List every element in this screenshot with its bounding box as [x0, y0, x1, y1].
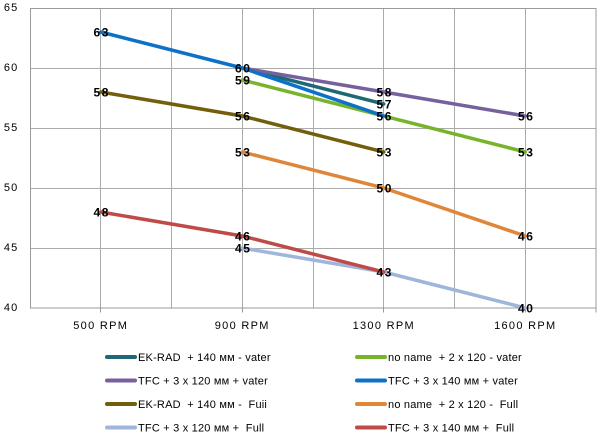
svg-text:50: 50	[376, 182, 393, 196]
svg-text:56: 56	[376, 110, 393, 124]
svg-text:60: 60	[235, 62, 252, 76]
svg-text:53: 53	[376, 146, 393, 160]
svg-text:EK-RAD + 140 мм - Fuii: EK-RAD + 140 мм - Fuii	[138, 399, 267, 411]
svg-text:TFC + 3 x 140 мм + Full: TFC + 3 x 140 мм + Full	[388, 423, 514, 435]
svg-text:no name + 2 x 120 - Full: no name + 2 x 120 - Full	[388, 399, 518, 411]
svg-text:60: 60	[4, 62, 19, 74]
svg-text:TFC + 3 x 120 мм + Full: TFC + 3 x 120 мм + Full	[138, 423, 264, 435]
svg-text:no name + 2 x 120 - vater: no name + 2 x 120 - vater	[388, 352, 522, 364]
svg-text:63: 63	[93, 26, 110, 40]
svg-text:46: 46	[235, 230, 252, 244]
svg-text:TFC + 3 x 140 мм + vater: TFC + 3 x 140 мм + vater	[388, 376, 518, 388]
svg-text:58: 58	[93, 86, 110, 100]
svg-text:45: 45	[4, 242, 19, 254]
svg-text:65: 65	[4, 2, 19, 14]
svg-text:1600 RPM: 1600 RPM	[494, 320, 556, 332]
svg-text:56: 56	[235, 110, 252, 124]
svg-text:50: 50	[4, 182, 19, 194]
svg-text:53: 53	[235, 146, 252, 160]
svg-text:48: 48	[93, 206, 110, 220]
svg-text:58: 58	[376, 86, 393, 100]
svg-text:EK-RAD + 140 мм - vater: EK-RAD + 140 мм - vater	[138, 352, 271, 364]
svg-text:43: 43	[376, 266, 393, 280]
svg-text:55: 55	[4, 122, 19, 134]
svg-text:TFC + 3 x 120 мм + vater: TFC + 3 x 120 мм + vater	[138, 376, 268, 388]
svg-text:57: 57	[376, 98, 393, 112]
svg-text:56: 56	[518, 110, 535, 124]
svg-text:40: 40	[518, 302, 535, 316]
svg-text:46: 46	[518, 230, 535, 244]
svg-text:59: 59	[235, 74, 252, 88]
svg-text:45: 45	[235, 242, 252, 256]
svg-text:53: 53	[518, 146, 535, 160]
svg-text:1300 RPM: 1300 RPM	[353, 320, 415, 332]
svg-text:500 RPM: 500 RPM	[73, 320, 128, 332]
svg-text:40: 40	[4, 302, 19, 314]
svg-text:900 RPM: 900 RPM	[215, 320, 270, 332]
